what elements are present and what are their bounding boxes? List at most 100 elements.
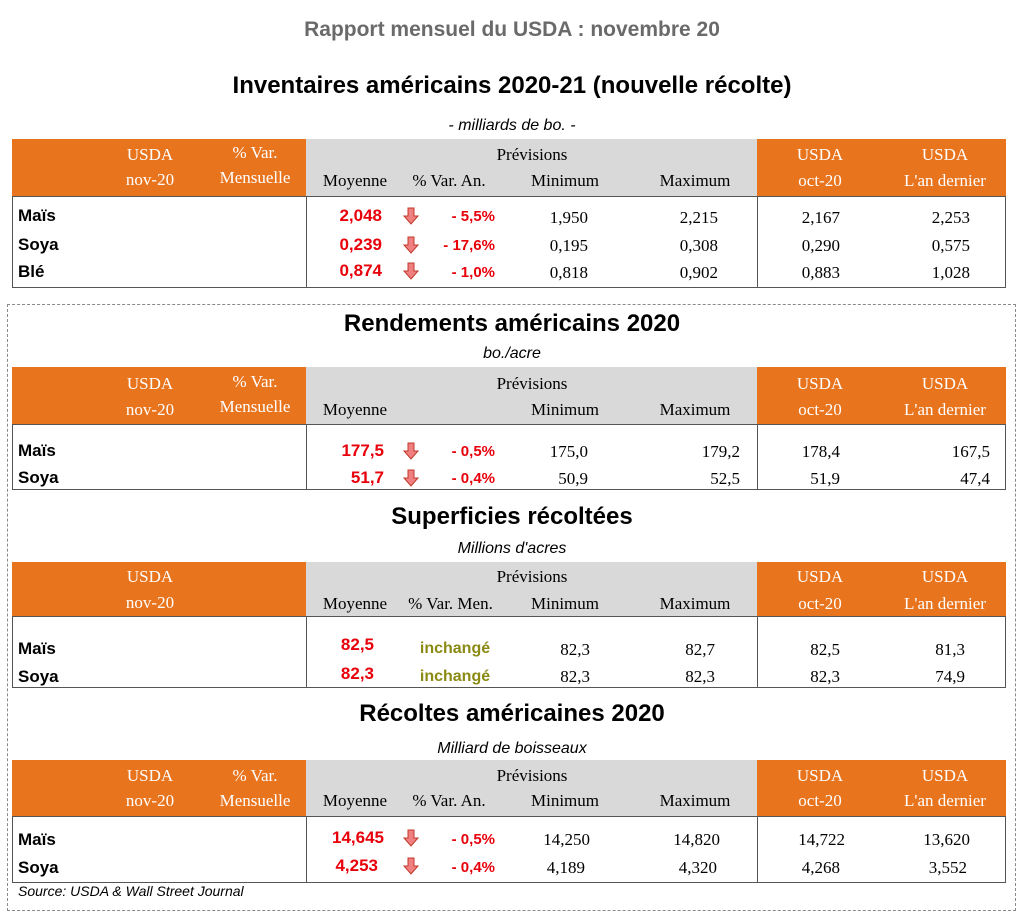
divider	[306, 196, 307, 288]
divider	[757, 816, 758, 883]
header-orange-left	[12, 367, 306, 424]
header-orange-right	[757, 760, 1006, 816]
minimum-value: 14,250	[543, 830, 590, 849]
last-year-value: 81,3	[935, 640, 965, 659]
header-previsions: Prévisions	[496, 567, 568, 586]
minimum-value: 82,3	[560, 640, 590, 659]
inventaires-table-body	[12, 196, 1006, 288]
oct-value: 0,290	[801, 236, 840, 255]
header-an-dernier: L'an dernier	[904, 400, 986, 419]
source-note: Source: USDA & Wall Street Journal	[18, 883, 244, 899]
header-gray-center	[306, 760, 757, 816]
header-an-dernier: L'an dernier	[904, 594, 986, 613]
maximum-value: 82,3	[685, 667, 715, 686]
maximum-value: 14,820	[673, 830, 720, 849]
minimum-value: 175,0	[549, 442, 588, 461]
var-value: - 5,5%	[451, 208, 495, 225]
down-arrow-icon	[402, 207, 420, 225]
row-label: Soya	[18, 235, 59, 254]
minimum-value: 0,195	[549, 236, 588, 255]
header-minimum: Minimum	[530, 791, 599, 810]
header-gray-center	[306, 367, 757, 424]
header-usda-oct: USDA	[796, 766, 844, 785]
header-maximum: Maximum	[659, 171, 731, 190]
header-mensuelle: Mensuelle	[219, 168, 291, 187]
header-var-men: % Var. Men.	[408, 594, 493, 613]
maximum-value: 179,2	[701, 442, 740, 461]
header-orange-left	[12, 562, 306, 616]
last-year-value: 13,620	[923, 830, 970, 849]
moyenne-value: 14,645	[332, 828, 384, 847]
row-label: Blé	[18, 262, 45, 281]
var-value: - 0,5%	[451, 831, 495, 848]
divider	[757, 196, 758, 288]
var-value: - 1,0%	[451, 264, 495, 281]
maximum-value: 0,308	[679, 236, 718, 255]
row-label: Soya	[18, 468, 59, 487]
oct-value: 0,883	[801, 263, 840, 282]
header-usda-last: USDA	[921, 766, 969, 785]
header-oct: oct-20	[798, 594, 842, 613]
header-usda-oct: USDA	[796, 374, 844, 393]
header-usda: USDA	[126, 567, 174, 586]
header-usda-oct: USDA	[796, 567, 844, 586]
header-usda-last: USDA	[921, 374, 969, 393]
maximum-value: 82,7	[685, 640, 715, 659]
row-label: Soya	[18, 858, 59, 877]
header-nov: nov-20	[125, 593, 175, 612]
row-label: Maïs	[18, 639, 56, 658]
divider	[306, 616, 307, 688]
header-nov: nov-20	[125, 170, 175, 189]
last-year-value: 47,4	[960, 469, 990, 488]
header-gray-center	[306, 139, 757, 196]
last-year-value: 167,5	[951, 442, 990, 461]
header-orange-right	[757, 139, 1006, 196]
header-previsions: Prévisions	[496, 766, 568, 785]
report-title: Rapport mensuel du USDA : novembre 20	[304, 18, 720, 41]
header-mensuelle: Mensuelle	[219, 397, 291, 416]
var-value: - 0,4%	[451, 470, 495, 487]
var-value: inchangé	[419, 668, 491, 685]
down-arrow-icon	[402, 829, 420, 847]
header-usda-last: USDA	[921, 145, 969, 164]
superficies-table-body	[12, 616, 1006, 688]
moyenne-value: 177,5	[341, 441, 384, 460]
row-label: Soya	[18, 667, 59, 686]
header-an-dernier: L'an dernier	[904, 171, 986, 190]
section-subtitle-inventaires: - milliards de bo. -	[448, 117, 576, 134]
divider	[306, 816, 307, 883]
minimum-value: 82,3	[560, 667, 590, 686]
section-title-superficies: Superficies récoltées	[391, 503, 633, 530]
minimum-value: 1,950	[549, 208, 588, 227]
header-gray-center	[306, 562, 757, 616]
last-year-value: 1,028	[931, 263, 970, 282]
header-pct-var: % Var.	[232, 372, 278, 391]
var-value: - 17,6%	[443, 237, 495, 254]
maximum-value: 2,215	[679, 208, 718, 227]
maximum-value: 0,902	[679, 263, 718, 282]
oct-value: 4,268	[801, 858, 840, 877]
header-orange-right	[757, 562, 1006, 616]
oct-value: 82,5	[810, 640, 840, 659]
last-year-value: 0,575	[931, 236, 970, 255]
header-minimum: Minimum	[530, 400, 599, 419]
var-value: - 0,4%	[451, 859, 495, 876]
maximum-value: 4,320	[678, 858, 717, 877]
header-usda-last: USDA	[921, 567, 969, 586]
header-oct: oct-20	[798, 400, 842, 419]
moyenne-value: 0,239	[339, 235, 382, 254]
header-an-dernier: L'an dernier	[904, 791, 986, 810]
header-orange-left	[12, 760, 306, 816]
header-previsions: Prévisions	[496, 374, 568, 393]
header-orange-left	[12, 139, 306, 196]
var-value: inchangé	[419, 640, 491, 657]
oct-value: 82,3	[810, 667, 840, 686]
down-arrow-icon	[402, 236, 420, 254]
down-arrow-icon	[402, 442, 420, 460]
header-pct-var: % Var.	[232, 143, 278, 162]
section-title-inventaires: Inventaires américains 2020-21 (nouvelle…	[232, 72, 792, 99]
header-moyenne: Moyenne	[322, 400, 388, 419]
section-title-recoltes: Récoltes américaines 2020	[359, 700, 665, 727]
divider	[306, 424, 307, 490]
header-moyenne: Moyenne	[322, 791, 388, 810]
